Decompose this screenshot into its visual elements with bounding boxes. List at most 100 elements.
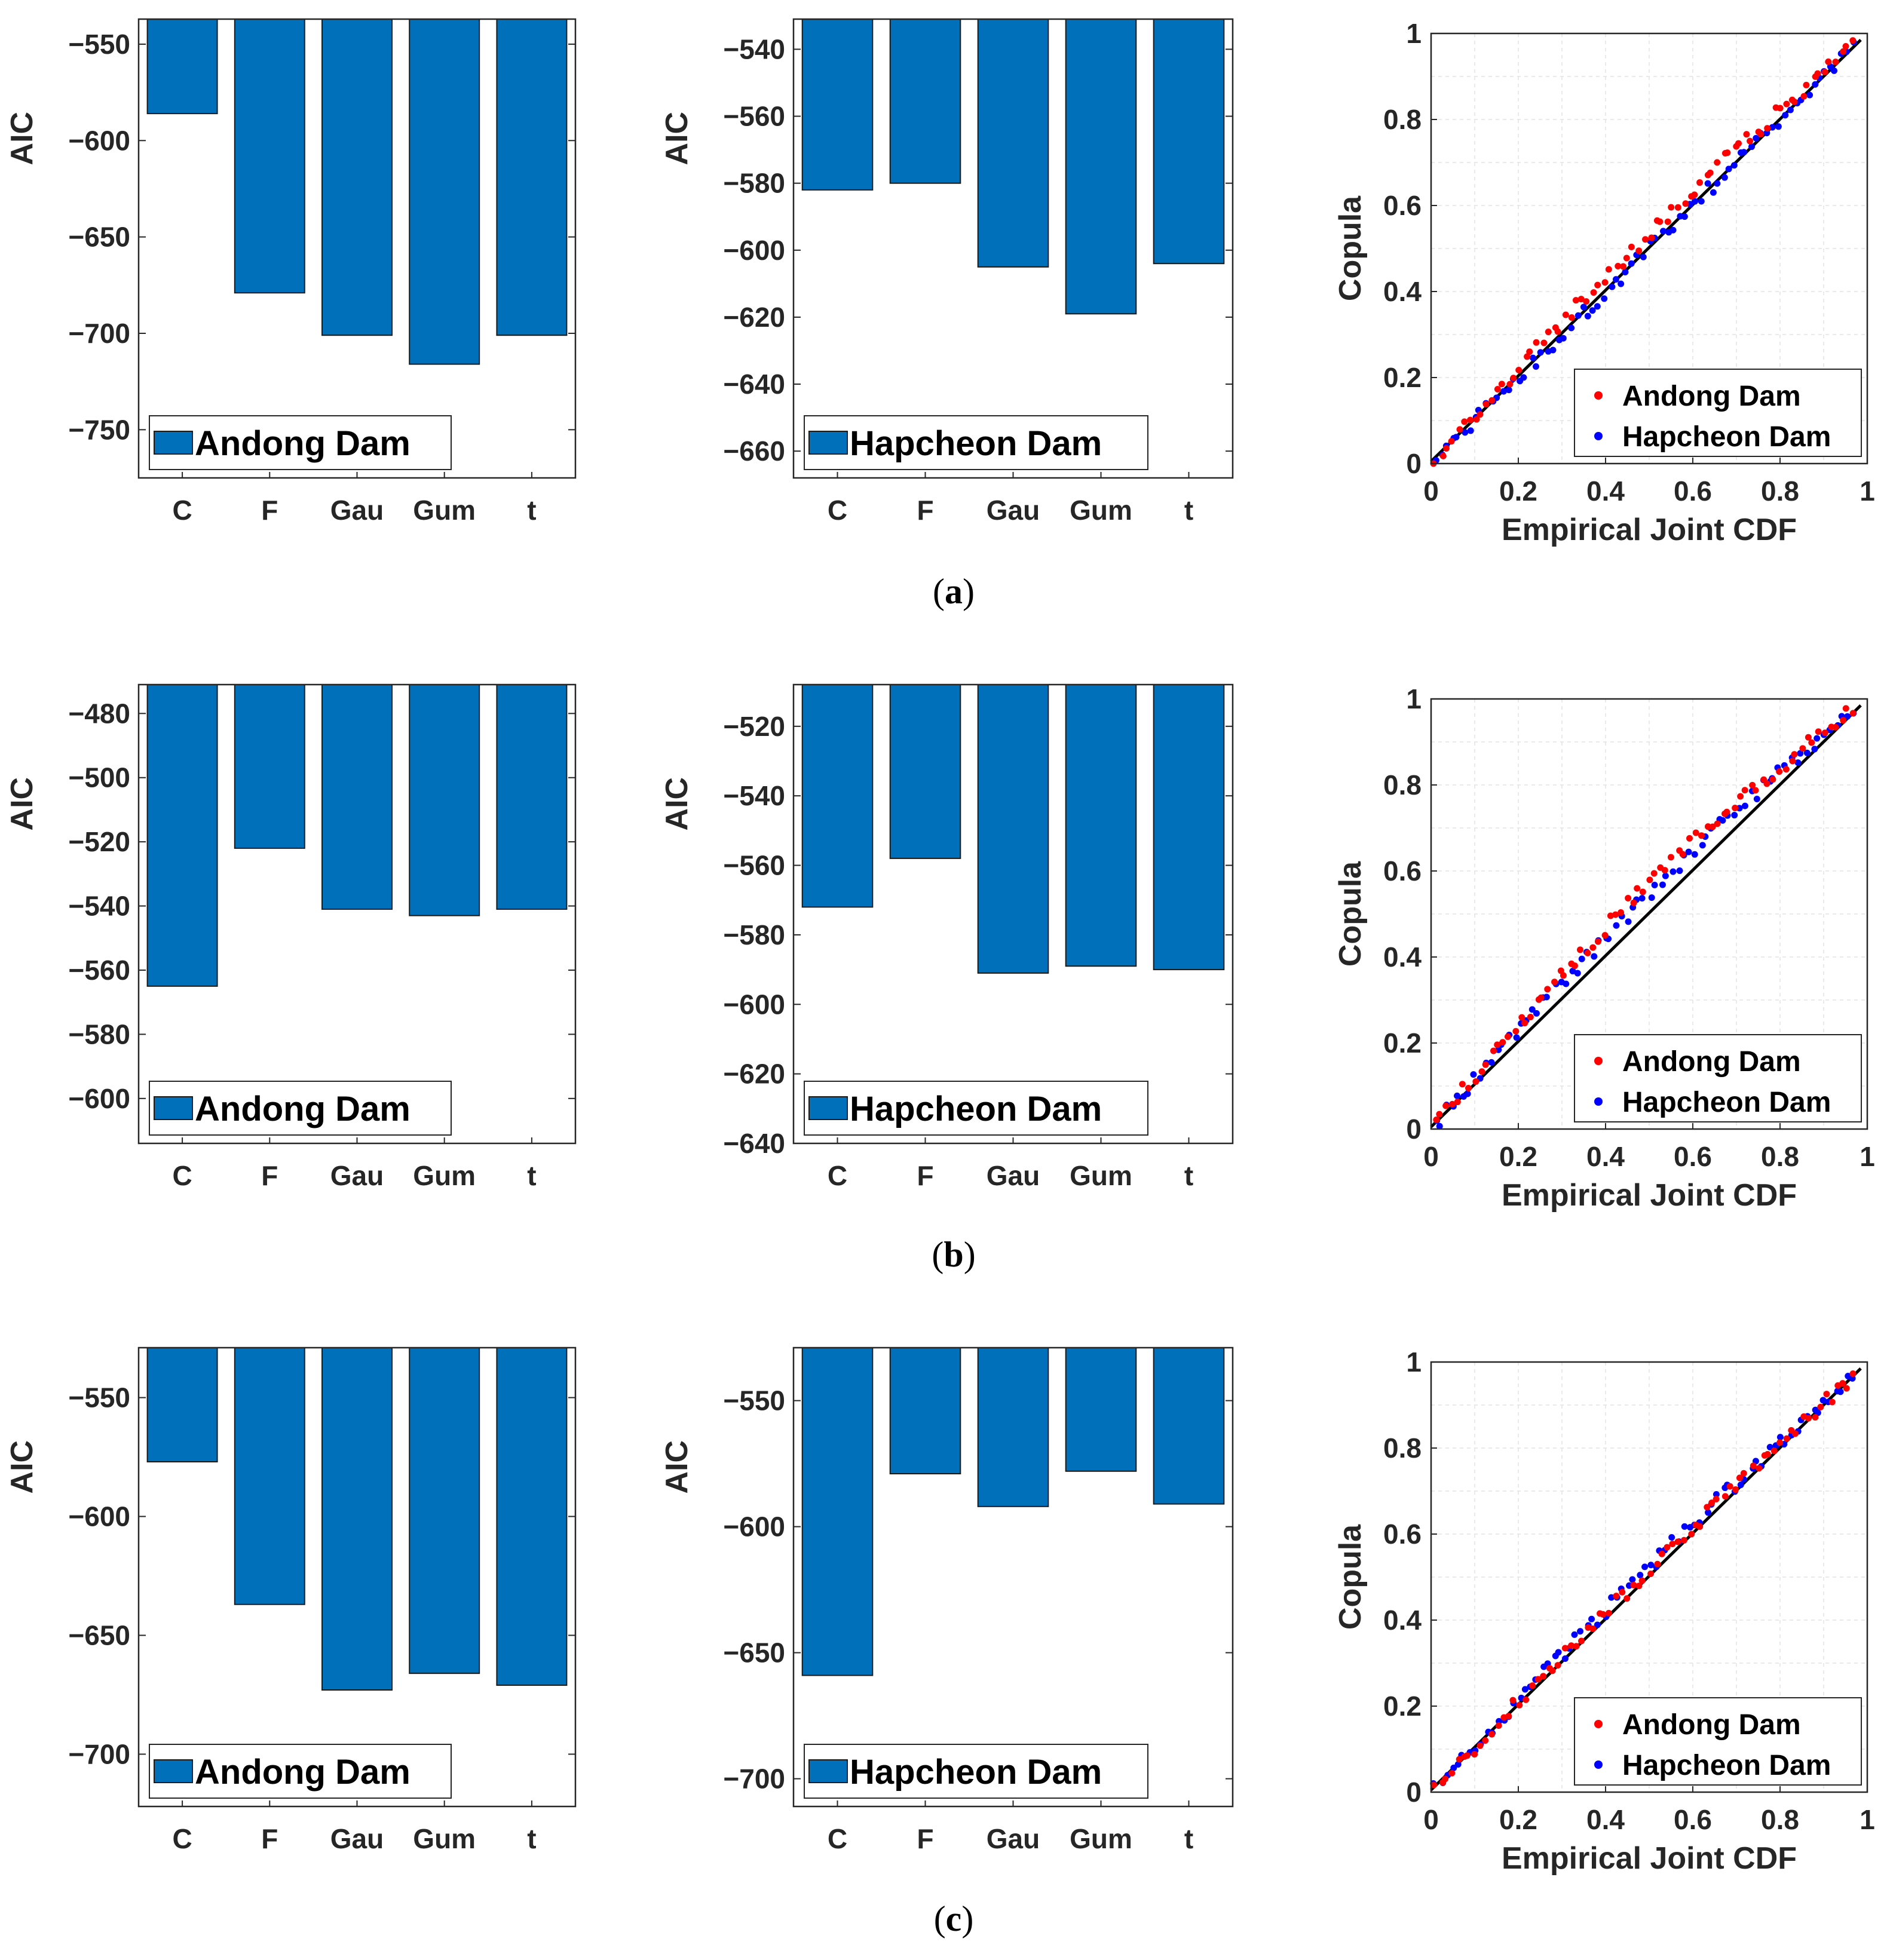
scatter-point-blue: [1623, 1595, 1631, 1602]
bar-F: [889, 1347, 961, 1474]
scatter-point-blue: [1840, 48, 1847, 55]
axes-box: [137, 1346, 577, 1808]
scatter-point-blue: [1741, 787, 1748, 794]
scatter-point-red: [1467, 427, 1474, 434]
legend-label: Hapcheon Dam: [850, 1753, 1102, 1792]
x-tick-label: Gum: [1070, 1823, 1132, 1854]
scatter-point-blue: [1630, 899, 1637, 906]
scatter-point-blue: [1849, 37, 1857, 44]
scatter-point-red: [1812, 81, 1819, 88]
scatter-point-blue: [1554, 328, 1561, 335]
y-tick-label: 0: [1406, 1114, 1422, 1145]
scatter-point-blue: [1540, 1673, 1547, 1680]
y-tick-label: −750: [68, 414, 130, 445]
scatter-point-red: [1776, 1434, 1784, 1441]
scatter-point-red: [1837, 1388, 1844, 1395]
scatter-point-red: [1753, 134, 1760, 142]
scatter-point-blue: [1471, 1751, 1478, 1758]
bar-t: [496, 19, 568, 336]
axes-box: [792, 1346, 1234, 1808]
x-tick-label: C: [828, 495, 847, 526]
scatter-point-blue: [1709, 823, 1716, 830]
axes-box: [137, 18, 577, 479]
caption-close: ): [961, 1899, 973, 1938]
y-axis-label: AIC: [660, 1440, 694, 1494]
x-axis-label: Empirical Joint CDF: [1502, 1841, 1797, 1876]
x-tick-label: Gau: [987, 1823, 1040, 1854]
legend-box: [804, 415, 1148, 470]
scatter-point-blue: [1473, 416, 1480, 423]
scatter-point-red: [1669, 868, 1677, 875]
scatter-point-blue: [1448, 438, 1455, 445]
x-tick-label: Gum: [413, 1160, 476, 1191]
scatter-point-blue: [1482, 401, 1490, 408]
scatter-point-blue: [1688, 1530, 1695, 1538]
scatter-point-red: [1537, 349, 1544, 356]
legend-marker: [1594, 432, 1603, 440]
scatter-point-red: [1719, 817, 1726, 824]
scatter-point-blue: [1510, 375, 1517, 382]
scatter-point-blue: [1736, 1474, 1744, 1481]
scatter-panel-b-scatter: 0 0.2 0.4 0.6 0.8 1 0 0.2 0.4 0.6 0.8 1 Empirical Jo…: [1333, 683, 1875, 1213]
scatter-point-red: [1775, 123, 1782, 130]
scatter-point-blue: [1764, 125, 1771, 132]
scatter-point-blue: [1825, 58, 1832, 65]
scatter-point-blue: [1533, 339, 1540, 346]
bar-F: [889, 19, 961, 184]
scatter-point-blue: [1601, 279, 1609, 286]
scatter-point-blue: [1612, 911, 1619, 918]
y-tick-label: 0: [1406, 1777, 1422, 1808]
scatter-point-blue: [1714, 820, 1721, 827]
scatter-point-blue: [1696, 1523, 1704, 1530]
y-tick-label: −560: [68, 955, 130, 986]
scatter-point-blue: [1476, 1742, 1484, 1749]
scatter-point-red: [1685, 848, 1692, 855]
scatter-point-blue: [1476, 411, 1484, 418]
scatter-point-blue: [1821, 729, 1828, 737]
scatter-point-blue: [1674, 1538, 1681, 1545]
x-tick-label: 0.6: [1674, 476, 1712, 507]
y-tick-label: 0.2: [1383, 1027, 1422, 1059]
bar-Gau: [977, 684, 1049, 974]
scatter-point-red: [1844, 713, 1851, 720]
y-tick-label: 1: [1406, 683, 1422, 714]
scatter-point-blue: [1482, 1737, 1489, 1744]
scatter-point-blue: [1842, 705, 1849, 712]
scatter-point-blue: [1724, 149, 1731, 157]
scatter-point-red: [1622, 268, 1629, 275]
bar-panel-b-hapcheon: C F Gau Gum t −520 −540 −560 −580 −600 −620 −640 AIC…: [660, 683, 1234, 1191]
x-tick-label: C: [172, 1823, 192, 1854]
scatter-point-red: [1594, 1621, 1601, 1628]
scatter-point-red: [1741, 149, 1748, 156]
y-tick-label: −550: [723, 1385, 785, 1416]
y-tick-label: −560: [723, 101, 785, 132]
bar-Gum: [409, 1347, 480, 1674]
y-tick-label: −620: [723, 302, 785, 333]
scatter-point-blue: [1737, 793, 1744, 800]
bar-F: [234, 684, 305, 849]
scatter-point-blue: [1605, 266, 1612, 273]
x-tick-label: Gum: [413, 495, 476, 526]
x-tick-label: F: [917, 1160, 933, 1191]
scatter-point-blue: [1791, 98, 1798, 105]
y-axis-label: AIC: [660, 112, 694, 165]
bar-panel-c-andong: C F Gau Gum t −550 −600 −650 −700 AIC Andong Dam: [5, 1346, 577, 1854]
scatter-point-red: [1628, 260, 1635, 267]
x-tick-label: 0: [1423, 476, 1439, 507]
scatter-point-blue: [1789, 757, 1796, 765]
bar-C: [801, 684, 874, 908]
scatter-point-blue: [1562, 311, 1569, 318]
scatter-point-blue: [1549, 1667, 1556, 1674]
scatter-point-red: [1488, 1059, 1495, 1066]
scatter-point-red: [1668, 1533, 1675, 1541]
y-axis-label: Copula: [1333, 195, 1368, 301]
scatter-point-blue: [1635, 1582, 1643, 1590]
bar-C: [801, 1347, 874, 1676]
y-tick-label: −600: [68, 125, 130, 156]
scatter-point-blue: [1461, 418, 1468, 425]
scatter-point-blue: [1770, 1447, 1778, 1455]
legend-box: [149, 1744, 452, 1799]
scatter-point-blue: [1776, 1439, 1784, 1446]
scatter-point-blue: [1832, 59, 1839, 66]
axes-box: [137, 683, 577, 1145]
